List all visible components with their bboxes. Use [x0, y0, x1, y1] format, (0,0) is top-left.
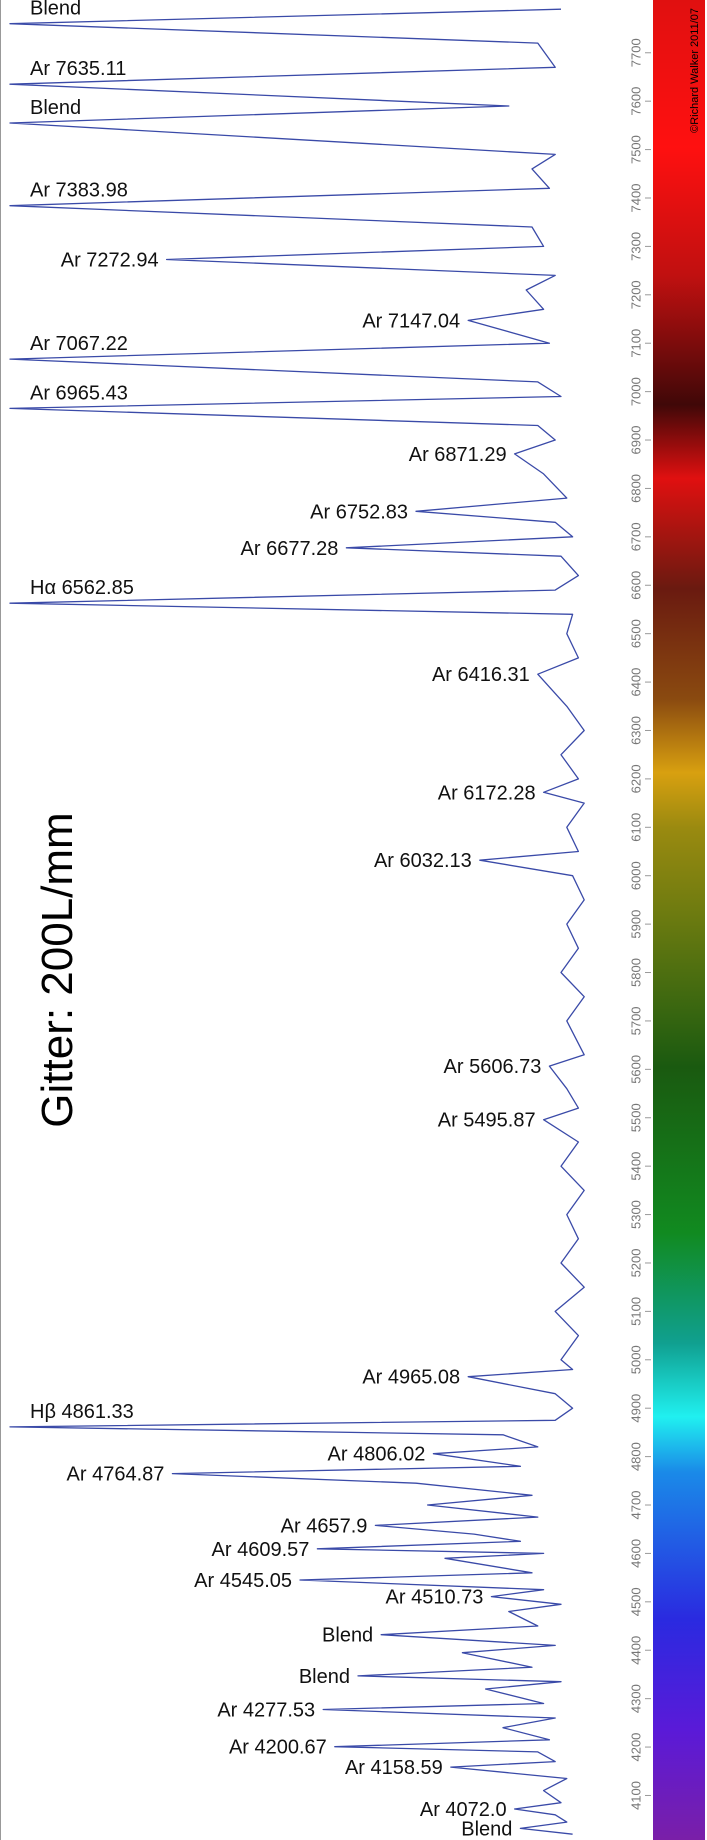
line-label: Hα 6562.85	[30, 577, 134, 599]
line-label: Ar 4545.05	[194, 1570, 292, 1592]
x-tick-label: 7400	[628, 184, 643, 213]
background	[0, 0, 707, 1840]
line-label: Ar 7383.98	[30, 180, 128, 202]
x-tick-label: 7600	[628, 87, 643, 116]
line-label: Ar 6032.13	[374, 850, 472, 872]
x-tick-label: 7500	[628, 135, 643, 164]
line-label: Ar 5606.73	[444, 1056, 542, 1078]
x-tick-label: 6000	[628, 861, 643, 890]
line-label: Ar 6416.31	[432, 664, 530, 686]
line-label: Ar 6677.28	[241, 538, 339, 560]
line-label: Ar 7147.04	[362, 310, 460, 332]
line-label: Ar 6172.28	[438, 782, 536, 804]
x-tick-label: 5000	[628, 1345, 643, 1374]
x-tick-label: 6100	[628, 813, 643, 842]
x-tick-label: 4300	[628, 1684, 643, 1713]
line-label: Ar 4200.67	[229, 1737, 327, 1759]
x-tick-label: 5700	[628, 1006, 643, 1035]
line-label: Ar 6965.43	[30, 382, 128, 404]
line-label: Ar 4764.87	[67, 1464, 165, 1486]
line-label: Ar 6871.29	[409, 444, 507, 466]
x-tick-label: 6900	[628, 426, 643, 455]
x-tick-label: 4400	[628, 1636, 643, 1665]
line-label: Blend	[299, 1666, 350, 1688]
x-tick-label: 6300	[628, 716, 643, 745]
line-label: Ar 4277.53	[217, 1700, 315, 1722]
x-tick-label: 7100	[628, 329, 643, 358]
line-label: Ar 4158.59	[345, 1757, 443, 1779]
x-tick-label: 6600	[628, 571, 643, 600]
x-tick-label: 6400	[628, 668, 643, 697]
line-label: Ar 6752.83	[310, 501, 408, 523]
credit: ©Richard Walker 2011/07	[689, 8, 701, 133]
line-label: Ar 4965.08	[362, 1367, 460, 1389]
x-tick-label: 5100	[628, 1297, 643, 1326]
line-label: Blend	[30, 0, 81, 20]
line-label: Ar 5495.87	[438, 1110, 536, 1132]
x-tick-label: 6700	[628, 522, 643, 551]
line-label: Ar 4657.9	[281, 1515, 368, 1537]
line-label: Ar 7272.94	[61, 249, 159, 271]
x-tick-label: 5500	[628, 1103, 643, 1132]
x-tick-label: 6800	[628, 474, 643, 503]
x-tick-label: 5400	[628, 1152, 643, 1181]
x-tick-label: 7200	[628, 280, 643, 309]
x-tick-label: 7000	[628, 377, 643, 406]
line-label: Ar 4609.57	[212, 1539, 310, 1561]
line-label: Hβ 4861.33	[30, 1401, 134, 1423]
chart-title: Gitter: 200L/mm	[33, 812, 82, 1127]
chart: Gitter: 200L/mm ©Richard Walker 2011/07 …	[0, 0, 707, 1840]
spectrum-bar	[653, 0, 705, 1840]
x-tick-label: 4700	[628, 1491, 643, 1520]
line-label: Ar 4510.73	[386, 1587, 484, 1609]
line-label: Ar 7635.11	[30, 58, 126, 80]
x-tick-label: 5900	[628, 910, 643, 939]
x-tick-label: 5300	[628, 1200, 643, 1229]
line-label: Ar 4806.02	[328, 1444, 426, 1466]
x-tick-label: 5800	[628, 958, 643, 987]
x-tick-label: 4800	[628, 1442, 643, 1471]
x-tick-label: 4600	[628, 1539, 643, 1568]
x-tick-label: 4900	[628, 1394, 643, 1423]
line-label: Blend	[461, 1818, 512, 1840]
x-tick-label: 6200	[628, 764, 643, 793]
x-tick-label: 4500	[628, 1587, 643, 1616]
line-label: Blend	[322, 1625, 373, 1647]
x-tick-label: 5200	[628, 1249, 643, 1278]
line-label: Ar 7067.22	[30, 333, 128, 355]
x-tick-label: 4100	[628, 1781, 643, 1810]
x-tick-label: 7300	[628, 232, 643, 261]
x-tick-label: 7700	[628, 38, 643, 67]
line-label: Blend	[30, 97, 81, 119]
x-tick-label: 4200	[628, 1733, 643, 1762]
x-tick-label: 5600	[628, 1055, 643, 1084]
x-tick-label: 6500	[628, 619, 643, 648]
